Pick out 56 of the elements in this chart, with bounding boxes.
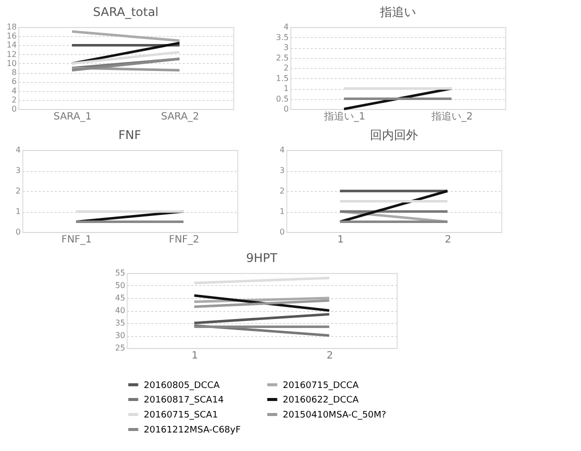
x-tick-label: 2 <box>444 234 452 246</box>
y-tick-label: 2.5 <box>276 53 289 62</box>
y-tick-label: 4 <box>16 146 21 154</box>
y-tick-label: 18 <box>6 22 17 32</box>
chart-title: FNF <box>118 128 142 142</box>
y-tick-label: 3.5 <box>276 32 289 42</box>
chart-title: 回内回外 <box>370 128 418 142</box>
x-tick-label: SARA_2 <box>160 112 200 122</box>
y-tick-label: 40 <box>115 306 126 315</box>
y-tick-label: 2 <box>284 64 289 72</box>
y-tick-label: 6 <box>12 77 17 86</box>
y-tick-label: 1 <box>284 84 289 93</box>
x-tick-label: SARA_1 <box>53 112 92 122</box>
legend-label: 20160817_SCA14 <box>144 396 224 406</box>
chart-title: 9HPT <box>246 251 278 265</box>
legend-label: 20160805_DCCA <box>144 380 221 391</box>
y-tick-label: 4 <box>280 146 285 154</box>
legend-label: 20160622_DCCA <box>282 396 360 406</box>
y-tick-label: 2 <box>16 186 21 196</box>
y-tick-label: 1 <box>280 207 285 216</box>
y-tick-label: 10 <box>6 58 17 68</box>
x-tick-label: 1 <box>337 234 344 246</box>
y-tick-label: 12 <box>6 50 17 59</box>
y-tick-label: 0.5 <box>276 94 289 104</box>
y-tick-label: 4 <box>12 86 17 96</box>
y-tick-label: 3 <box>16 166 21 175</box>
y-tick-label: 1 <box>16 207 21 216</box>
y-tick-label: 25 <box>115 344 126 352</box>
y-tick-label: 8 <box>12 68 17 78</box>
y-tick-label: 0 <box>280 228 285 236</box>
y-tick-label: 50 <box>115 281 126 290</box>
x-tick-label: FNF_2 <box>168 234 200 246</box>
y-tick-label: 3 <box>284 43 289 52</box>
y-tick-label: 0 <box>16 228 21 236</box>
y-tick-label: 3 <box>280 166 285 175</box>
y-tick-label: 55 <box>115 268 126 278</box>
chart-title: SARA_total <box>92 5 159 19</box>
y-tick-label: 2 <box>280 186 285 196</box>
legend-label: 20160715_SCA1 <box>144 410 218 420</box>
legend-label: 20150410MSA-C_50M? <box>282 410 386 420</box>
y-tick-label: 4 <box>284 22 289 32</box>
x-tick-label: 指追い_2 <box>430 110 473 122</box>
legend-label: 20161212MSA-C68yF <box>144 426 241 436</box>
legend-label: 20160715_DCCA <box>282 380 360 391</box>
chart-title: 指追い <box>378 5 416 19</box>
y-tick-label: 14 <box>6 40 17 50</box>
y-tick-label: 30 <box>115 331 126 340</box>
y-tick-label: 0 <box>12 104 17 114</box>
y-tick-label: 35 <box>115 318 126 328</box>
x-tick-label: 指追い_1 <box>322 110 366 122</box>
y-tick-label: 16 <box>6 32 17 41</box>
y-tick-label: 1.5 <box>276 74 289 83</box>
x-tick-label: FNF_1 <box>61 234 92 246</box>
y-tick-label: 45 <box>115 294 126 302</box>
y-tick-label: 2 <box>12 95 17 104</box>
y-tick-label: 0 <box>284 104 289 114</box>
